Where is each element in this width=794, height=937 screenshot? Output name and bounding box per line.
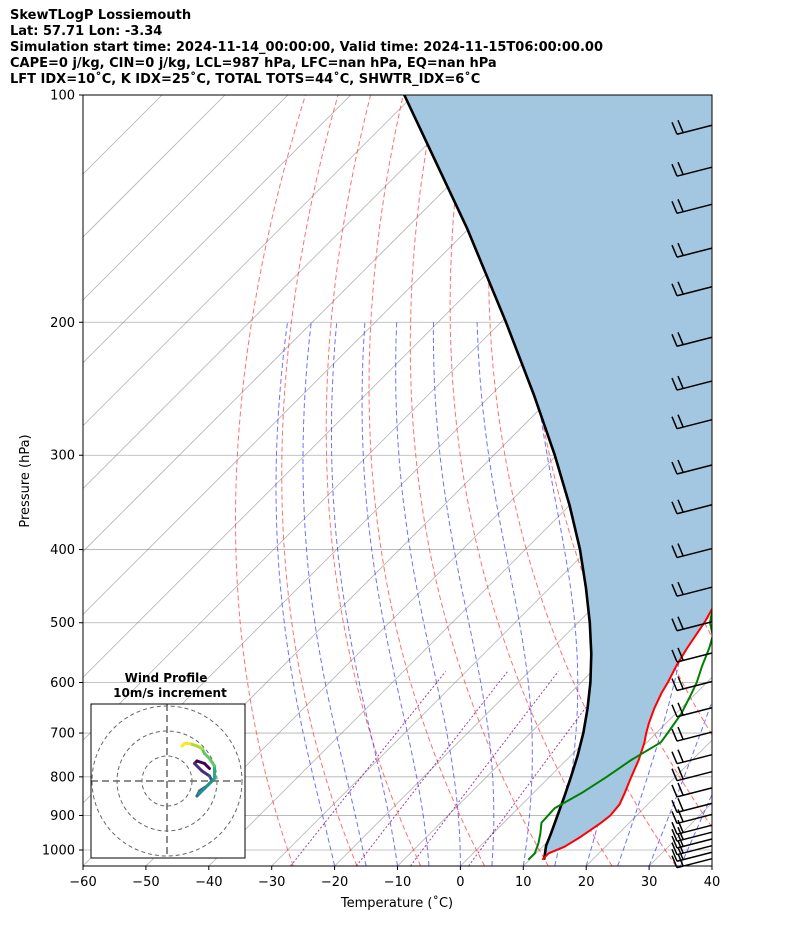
mixing-ratio-line: [290, 671, 447, 866]
wind-barb: [671, 543, 713, 559]
x-tick-label: 10: [515, 875, 532, 890]
x-tick-label: 40: [704, 875, 721, 890]
hodograph-title: Wind Profile: [125, 671, 208, 685]
moist-adiabat-line: [331, 322, 398, 866]
y-tick-label: 300: [50, 449, 75, 464]
isotherm-line: [145, 299, 712, 866]
y-axis-label: Pressure (hPa): [18, 434, 33, 527]
wind-barb: [671, 749, 713, 765]
moist-adiabat-line: [680, 793, 712, 866]
dry-adiabat-line: [762, 95, 794, 866]
dry-adiabat-line: [368, 95, 485, 866]
moist-adiabat-line: [275, 322, 336, 866]
x-tick-label: 30: [641, 875, 658, 890]
x-axis-label: Temperature (˚C): [340, 895, 453, 911]
moist-adiabat-line: [476, 322, 533, 866]
x-tick-label: −60: [69, 875, 96, 890]
wind-barb: [671, 414, 713, 430]
hodograph-trace-segment: [180, 742, 186, 748]
hodograph-subtitle: 10m/s increment: [113, 686, 227, 700]
wind-barb: [671, 281, 713, 297]
isotherm-line: [83, 95, 352, 364]
dry-adiabat-line: [449, 95, 613, 866]
x-tick-label: 20: [578, 875, 595, 890]
wind-barb: [671, 702, 713, 718]
wind-barb: [671, 647, 713, 663]
x-tick-label: 0: [456, 875, 464, 890]
moist-adiabat-line: [395, 322, 461, 866]
axes: −60 −50 −40 −30 −20 −10 0 10 20 30 40 100 200 300 400 5…: [42, 89, 720, 891]
isotherm-line: [83, 95, 226, 238]
stability-indices: LFT IDX=10˚C, K IDX=25˚C, TOTAL TOTS=44˚…: [10, 72, 481, 87]
wind-barb: [671, 375, 713, 391]
isotherm-line: [334, 488, 712, 866]
hodograph-trace-segment: [200, 769, 211, 778]
x-tick-label: −20: [321, 875, 348, 890]
chart-header: SkewTLogP Lossiemouth Lat: 57.71 Lon: -3…: [10, 8, 603, 88]
wind-barb: [671, 161, 713, 177]
y-tick-label: 600: [50, 676, 75, 691]
wind-barb: [671, 726, 713, 742]
wind-barb: [671, 499, 713, 515]
y-tick-label: 500: [50, 616, 75, 631]
moist-adiabat-line: [648, 699, 712, 866]
mixing-ratio-line: [409, 671, 559, 866]
wind-barb: [671, 782, 713, 798]
temperature-profile-line: [541, 607, 712, 861]
wind-barb: [671, 459, 713, 475]
x-tick-label: −40: [195, 875, 222, 890]
wind-barb: [671, 581, 713, 597]
y-tick-label: 200: [50, 316, 75, 331]
parcel-profile-line: [403, 95, 593, 860]
stability-parameters: CAPE=0 j/kg, CIN=0 j/kg, LCL=987 hPa, LF…: [10, 56, 497, 71]
moist-adiabat-line: [432, 322, 495, 866]
y-tick-label: 800: [50, 770, 75, 785]
y-tick-label: 100: [50, 89, 75, 104]
wind-barb: [671, 676, 713, 692]
isotherm-line: [83, 95, 540, 553]
profile-lines: [403, 95, 712, 861]
x-tick-label: −10: [384, 875, 411, 890]
wind-barb: [671, 242, 713, 258]
wind-barb: [671, 199, 713, 215]
y-tick-label: 400: [50, 543, 75, 558]
moist-adiabat-line: [302, 322, 367, 866]
cape-fill-region: [404, 95, 712, 860]
mixing-ratio-line: [355, 671, 508, 866]
dry-adiabat-line: [409, 95, 549, 866]
x-tick-label: −50: [132, 875, 159, 890]
hodograph-trace-segment: [208, 757, 216, 768]
isotherm-line: [83, 95, 414, 427]
wind-barb: [671, 119, 713, 135]
isotherm-line: [397, 550, 712, 866]
wind-barb: [671, 766, 713, 782]
cape-cin-fill: [404, 95, 712, 860]
isotherm-line: [83, 95, 477, 490]
y-tick-label: 1000: [42, 844, 75, 859]
wind-barbs: [671, 119, 713, 869]
isotherm-line: [83, 95, 289, 301]
dewpoint-profile-line: [527, 606, 712, 861]
dry-adiabat-line: [729, 95, 794, 866]
simulation-times: Simulation start time: 2024-11-14_00:00:…: [10, 40, 603, 55]
y-tick-label: 700: [50, 727, 75, 742]
wind-barb: [671, 331, 713, 348]
dry-adiabat-line: [281, 95, 358, 866]
x-tick-label: −30: [258, 875, 285, 890]
dry-adiabat-line: [234, 95, 306, 866]
isotherm-line: [711, 865, 712, 866]
chart-title: SkewTLogP Lossiemouth: [10, 8, 192, 23]
moist-adiabat-line: [361, 322, 430, 866]
hodograph-inset: Wind Profile 10m/s increment: [90, 671, 246, 859]
wind-barb: [671, 616, 713, 632]
wind-barb: [671, 798, 713, 814]
wind-barb: [671, 819, 713, 835]
isotherm-line: [523, 676, 712, 866]
y-tick-label: 900: [50, 809, 75, 824]
moist-adiabat-line: [711, 864, 712, 866]
hodograph-frame: [90, 703, 246, 859]
location-coordinates: Lat: 57.71 Lon: -3.34: [10, 24, 163, 39]
hodograph-trace-segment: [193, 762, 204, 773]
